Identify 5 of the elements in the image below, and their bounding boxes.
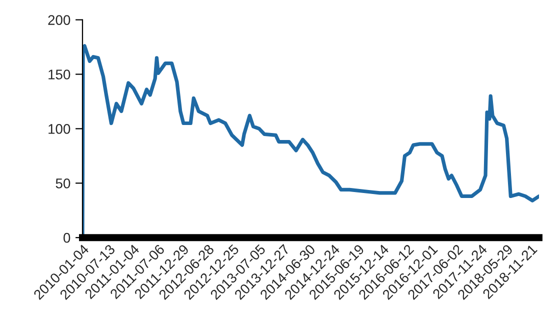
y-tick-label: 150 [48,70,70,80]
y-tick-label: 200 [48,15,70,25]
y-tick-label: 100 [48,124,70,134]
y-tick-label: 50 [56,178,70,188]
y-tick-label: 0 [64,232,70,243]
